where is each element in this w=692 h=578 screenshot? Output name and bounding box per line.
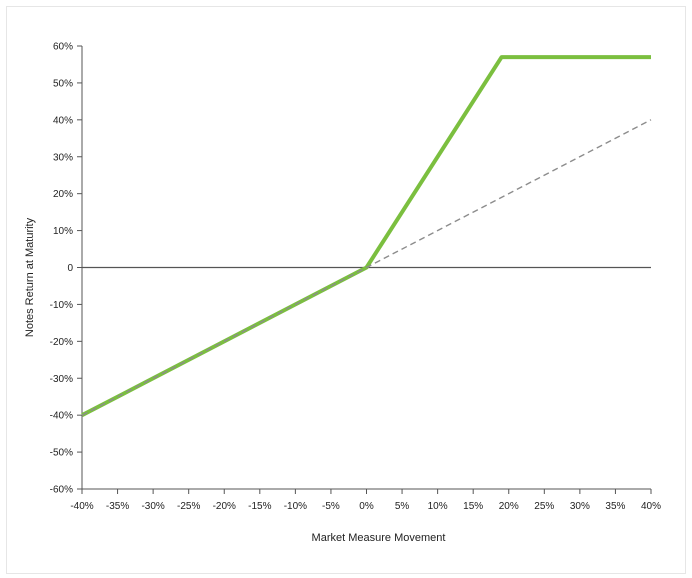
y-axis-title: Notes Return at Maturity xyxy=(24,217,36,337)
y-tick-label: 30% xyxy=(53,152,73,163)
y-tick-label: -30% xyxy=(50,374,73,385)
y-tick-label: -20% xyxy=(50,337,73,348)
notes-return-line xyxy=(81,55,651,417)
y-tick-label: -50% xyxy=(50,448,73,459)
x-tick-label: -35% xyxy=(106,501,129,512)
x-tick-label: 20% xyxy=(499,501,519,512)
x-tick-label: -15% xyxy=(248,501,271,512)
y-tick-label: 20% xyxy=(53,189,73,200)
x-tick-label: 25% xyxy=(534,501,554,512)
y-tick-label: 0 xyxy=(67,263,73,274)
y-tick-label: 50% xyxy=(53,78,73,89)
y-tick-label: 40% xyxy=(53,115,73,126)
x-tick-label: 5% xyxy=(395,501,410,512)
x-tick-label: 35% xyxy=(605,501,625,512)
x-tick-label: -5% xyxy=(322,501,340,512)
x-tick-label: -20% xyxy=(213,501,236,512)
series-group xyxy=(81,55,652,417)
y-tick-label: -60% xyxy=(50,485,73,496)
x-tick-label: 30% xyxy=(570,501,590,512)
tick-labels-group: 60% 50% 40% 30% 20% 10% 0 -10% -20% -30% -40% -50% -… xyxy=(50,42,661,513)
dashed-reference-line xyxy=(81,119,652,416)
chart-frame xyxy=(6,6,686,574)
y-tick-label: 10% xyxy=(53,226,73,237)
y-tick-label: 60% xyxy=(53,42,73,53)
y-tick-label: -10% xyxy=(50,300,73,311)
x-tick-label: -30% xyxy=(141,501,164,512)
y-tick-label: -40% xyxy=(50,411,73,422)
x-tick-label: 0% xyxy=(359,501,374,512)
x-tick-label: -40% xyxy=(70,501,93,512)
x-tick-label: 15% xyxy=(463,501,483,512)
x-axis-title: Market Measure Movement xyxy=(312,532,446,544)
x-tick-label: 10% xyxy=(428,501,448,512)
x-tick-label: -25% xyxy=(177,501,200,512)
x-tick-label: 40% xyxy=(641,501,661,512)
x-tick-label: -10% xyxy=(284,501,307,512)
